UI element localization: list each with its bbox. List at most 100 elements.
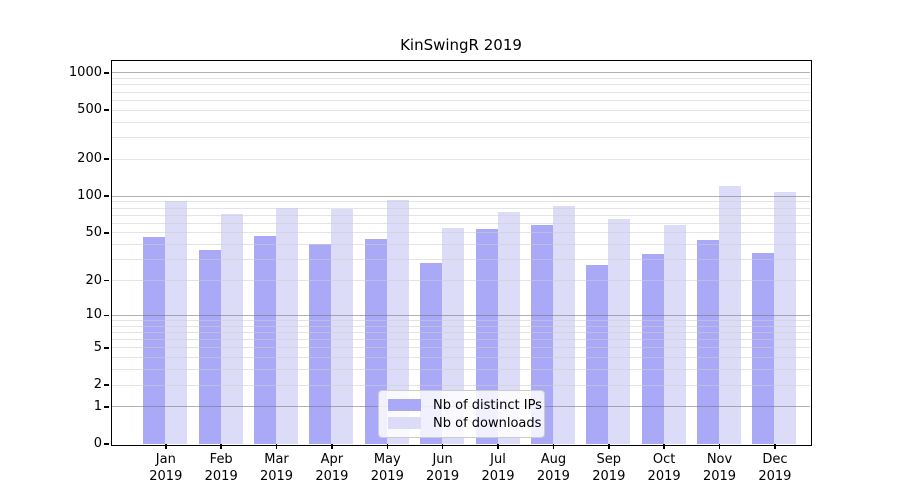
bar-downloads-jan — [165, 200, 188, 444]
bar-downloads-oct — [663, 224, 686, 444]
x-tick-month: Sep — [596, 452, 622, 467]
y-tick-mark-0 — [104, 443, 109, 445]
x-tick-month: Apr — [320, 452, 344, 467]
bar-downloads-sep — [608, 218, 631, 444]
bar-downloads-jun — [442, 228, 465, 444]
x-tick-month: Aug — [540, 452, 567, 467]
plot-inner — [111, 61, 810, 444]
bar-ips-aug — [530, 224, 553, 444]
x-tick-mark-apr — [331, 444, 333, 449]
y-tick-mark-50 — [104, 232, 109, 234]
y-tick-mark-100 — [104, 195, 109, 197]
gridline-major-100 — [111, 195, 810, 197]
gridline-minor-700 — [111, 91, 810, 93]
bar-downloads-aug — [552, 206, 575, 444]
x-tick-label-jul: Jul 2019 — [468, 451, 528, 485]
y-tick-mark-20 — [104, 279, 109, 282]
chart-title: KinSwingR 2019 — [400, 36, 522, 54]
y-tick-label-200: 200 — [77, 151, 102, 167]
gridline-minor-900 — [111, 78, 810, 80]
gridline-minor-600 — [111, 99, 810, 101]
x-tick-mark-may — [386, 444, 388, 449]
x-tick-year: 2019 — [758, 469, 792, 484]
gridline-minor-2 — [111, 384, 810, 386]
y-tick-label-50: 50 — [85, 224, 102, 240]
bar-downloads-dec — [774, 191, 797, 444]
x-tick-label-mar: Mar 2019 — [247, 451, 307, 485]
gridline-minor-80 — [111, 207, 810, 209]
gridline-minor-30 — [111, 259, 810, 261]
gridline-minor-8 — [111, 325, 810, 327]
x-tick-label-aug: Aug 2019 — [523, 451, 583, 485]
x-tick-month: Jun — [432, 452, 453, 467]
x-tick-year: 2019 — [259, 469, 294, 484]
x-tick-year: 2019 — [481, 469, 515, 484]
bar-ips-jul — [475, 229, 498, 444]
bar-downloads-jul — [497, 212, 520, 444]
gridline-minor-20 — [111, 280, 810, 281]
legend: Nb of distinct IPs Nb of downloads — [378, 390, 545, 438]
gridline-minor-3 — [111, 369, 810, 370]
x-tick-label-jun: Jun 2019 — [413, 451, 473, 485]
y-tick-label-20: 20 — [85, 272, 102, 288]
y-tick-label-1000: 1000 — [68, 64, 102, 80]
y-tick-mark-500 — [104, 109, 109, 111]
gridline-minor-9 — [111, 319, 810, 321]
legend-swatch-ips — [388, 399, 421, 411]
x-tick-mark-jan — [165, 444, 167, 449]
x-tick-label-nov: Nov 2019 — [690, 451, 750, 485]
x-tick-label-feb: Feb 2019 — [191, 451, 251, 485]
x-tick-label-may: May 2019 — [357, 451, 417, 485]
x-tick-month: Mar — [264, 452, 289, 467]
x-tick-label-sep: Sep 2019 — [579, 451, 639, 485]
plot-area — [110, 59, 812, 446]
y-tick-label-2: 2 — [93, 377, 102, 392]
gridline-minor-400 — [111, 121, 810, 123]
legend-item-downloads: Nb of downloads — [388, 415, 541, 431]
x-tick-label-oct: Oct 2019 — [634, 451, 694, 485]
x-tick-label-dec: Dec 2019 — [745, 451, 805, 485]
x-tick-mark-jul — [497, 444, 499, 449]
gridline-minor-5 — [111, 347, 810, 349]
x-tick-month: Oct — [652, 452, 676, 467]
bar-ips-nov — [697, 240, 719, 444]
x-tick-month: May — [373, 452, 401, 467]
bar-ips-sep — [586, 264, 609, 444]
x-tick-year: 2019 — [592, 469, 626, 484]
x-tick-mark-feb — [220, 444, 222, 449]
y-tick-mark-5 — [104, 347, 109, 349]
gridline-minor-7 — [111, 331, 810, 333]
x-tick-month: Nov — [706, 452, 733, 467]
y-tick-mark-200 — [104, 158, 109, 160]
x-tick-month: Dec — [762, 452, 788, 467]
bar-ips-oct — [641, 254, 664, 444]
legend-swatch-downloads — [388, 417, 421, 429]
legend-label-downloads: Nb of downloads — [433, 415, 542, 431]
x-tick-year: 2019 — [702, 469, 737, 484]
gridline-major-10 — [111, 314, 810, 316]
x-tick-month: Jul — [490, 452, 506, 467]
x-tick-year: 2019 — [536, 469, 570, 484]
gridline-minor-4 — [111, 357, 810, 359]
x-tick-mark-aug — [552, 444, 555, 449]
legend-label-ips: Nb of distinct IPs — [433, 397, 542, 413]
gridline-minor-6 — [111, 339, 810, 340]
legend-item-distinct-ips: Nb of distinct IPs — [388, 397, 542, 413]
y-tick-label-500: 500 — [77, 102, 102, 118]
x-tick-mark-oct — [663, 444, 665, 449]
gridline-minor-60 — [111, 222, 810, 224]
x-tick-label-jan: Jan 2019 — [136, 451, 196, 485]
x-tick-month: Feb — [209, 452, 233, 467]
gridline-minor-90 — [111, 201, 810, 203]
y-tick-label-0: 0 — [93, 436, 102, 451]
x-tick-year: 2019 — [647, 469, 681, 484]
x-tick-month: Jan — [155, 452, 176, 467]
x-tick-year: 2019 — [204, 469, 238, 484]
x-tick-label-apr: Apr 2019 — [302, 451, 362, 485]
gridline-minor-200 — [111, 158, 810, 160]
y-tick-mark-1000 — [104, 72, 109, 74]
gridline-minor-70 — [111, 214, 810, 216]
bar-ips-apr — [309, 244, 332, 444]
y-tick-mark-1 — [104, 406, 109, 408]
